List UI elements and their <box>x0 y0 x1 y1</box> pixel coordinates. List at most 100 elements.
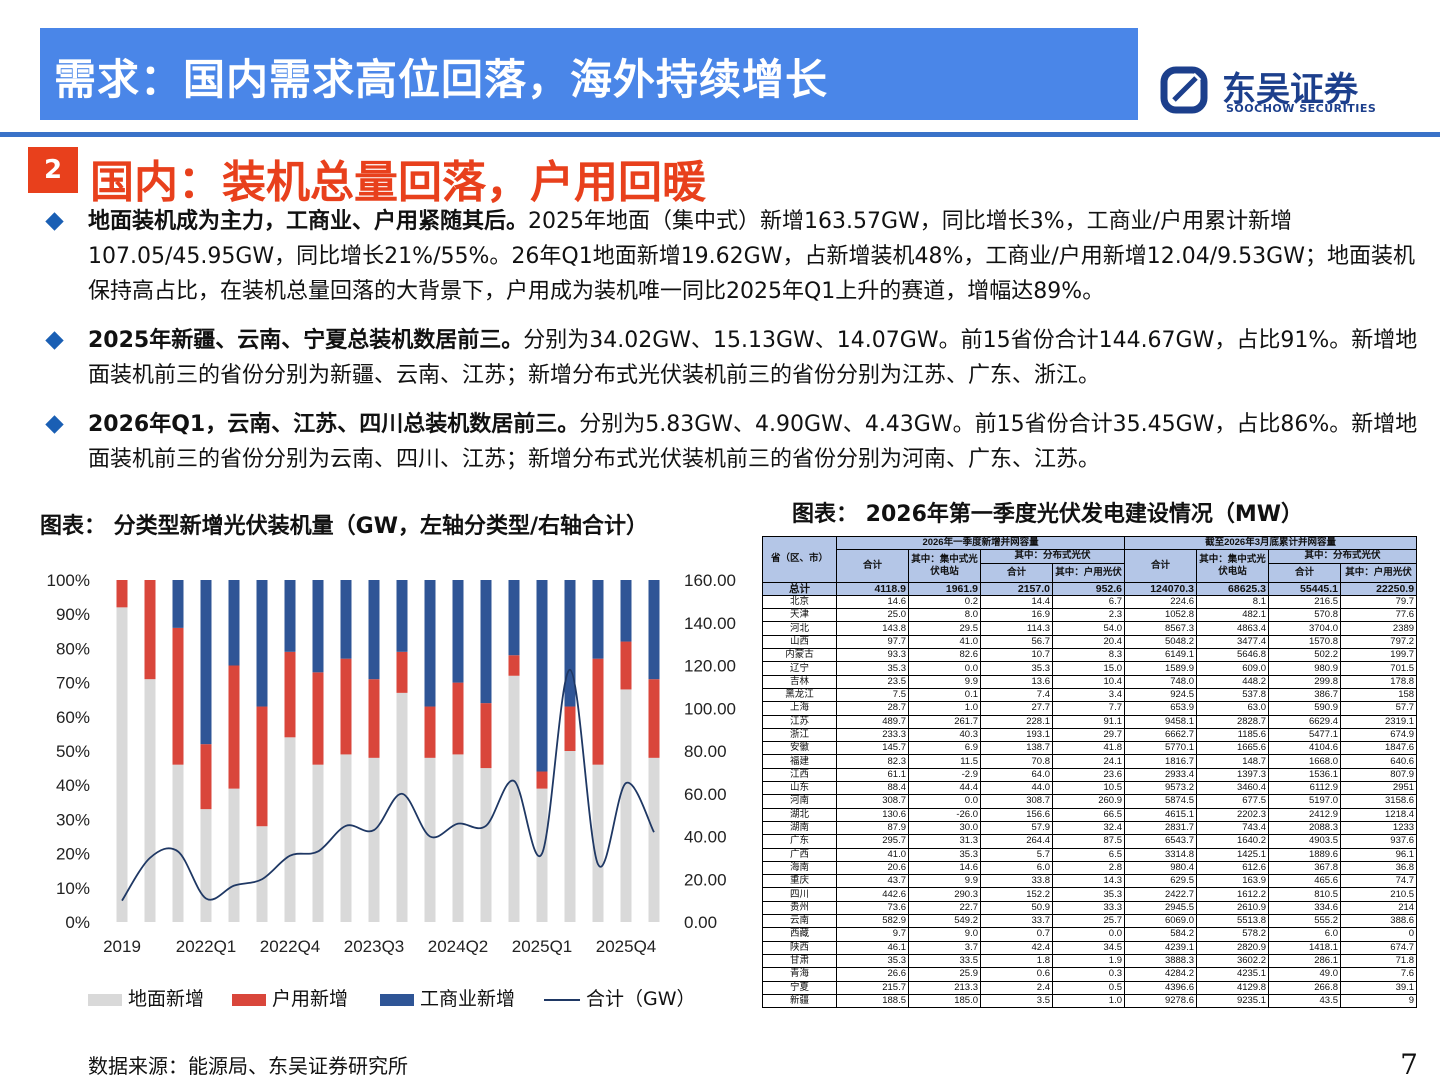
province-cell: 湖南 <box>762 820 837 836</box>
value-cell: 143.8 <box>836 621 909 636</box>
value-cell: 924.5 <box>1124 687 1198 703</box>
value-cell: 367.8 <box>1268 860 1342 876</box>
value-cell: 1425.1 <box>1196 847 1270 862</box>
value-cell: 9573.2 <box>1124 781 1198 796</box>
x-tick-label: 2024Q2 <box>428 937 489 956</box>
province-cell: 上海 <box>762 701 837 716</box>
y-tick-left: 80% <box>56 639 90 658</box>
value-cell: 91.1 <box>1051 714 1126 729</box>
value-cell: 555.2 <box>1268 914 1342 929</box>
value-cell: 29.5 <box>908 621 981 636</box>
value-cell: 22250.9 <box>1340 581 1418 596</box>
value-cell: 5048.2 <box>1124 634 1198 650</box>
table-row: 贵州 73.6 22.7 50.9 33.3 2945.5 2610.9 334.6 214 <box>762 900 1418 916</box>
value-cell: 193.1 <box>980 727 1053 743</box>
value-cell: 44.4 <box>908 781 981 796</box>
value-cell: 35.3 <box>980 661 1053 676</box>
value-cell: 2610.9 <box>1196 900 1270 916</box>
value-cell: 6543.7 <box>1124 834 1198 849</box>
value-cell: 980.9 <box>1268 661 1342 676</box>
value-cell: 549.2 <box>908 914 981 929</box>
value-cell: 34.5 <box>1051 940 1126 955</box>
value-cell: 3602.2 <box>1196 953 1270 969</box>
x-tick-label: 2022Q1 <box>176 937 237 956</box>
value-cell: 224.6 <box>1124 594 1198 610</box>
province-cell: 贵州 <box>762 900 837 916</box>
value-cell: 33.7 <box>980 914 1053 929</box>
value-cell: 130.6 <box>836 807 909 822</box>
bar-segment-ground <box>144 679 156 922</box>
value-cell: 124070.3 <box>1124 581 1198 596</box>
province-cell: 云南 <box>762 914 837 929</box>
value-cell: 43.5 <box>1268 993 1342 1009</box>
value-cell: 61.1 <box>836 767 909 783</box>
col-header: 合计 <box>1124 549 1198 583</box>
province-cell: 辽宁 <box>762 661 837 676</box>
diamond-bullet-icon <box>45 212 64 231</box>
value-cell: 1640.2 <box>1196 834 1270 849</box>
value-cell: 215.7 <box>836 980 909 995</box>
value-cell: 178.8 <box>1340 674 1418 689</box>
value-cell: 35.3 <box>836 953 909 969</box>
value-cell: 82.6 <box>908 648 981 663</box>
value-cell: 199.7 <box>1340 648 1418 663</box>
value-cell: 14.6 <box>908 860 981 876</box>
value-cell: 158 <box>1340 687 1418 703</box>
table-row: 上海 28.7 1.0 27.7 7.7 653.9 63.0 590.9 57.7 <box>762 701 1418 716</box>
value-cell: 20.4 <box>1051 634 1126 650</box>
value-cell: 73.6 <box>836 900 909 916</box>
y-tick-left: 90% <box>56 605 90 624</box>
value-cell: 23.6 <box>1051 767 1126 783</box>
bar-segment-residential <box>144 580 156 680</box>
bar-segment-residential <box>312 672 324 765</box>
value-cell: 24.1 <box>1051 754 1126 769</box>
value-cell: 7.6 <box>1340 967 1418 982</box>
value-cell: 114.3 <box>980 621 1053 636</box>
province-cell: 陕西 <box>762 940 837 955</box>
diamond-bullet-icon <box>45 415 64 434</box>
bar-segment-ground <box>396 692 408 922</box>
value-cell: 228.1 <box>980 714 1053 729</box>
value-cell: 537.8 <box>1196 687 1270 703</box>
y-tick-right: 100.00 <box>684 699 736 718</box>
bar-segment-residential <box>256 706 268 827</box>
y-tick-right: 120.00 <box>684 657 736 676</box>
value-cell: 3.4 <box>1051 687 1126 703</box>
value-cell: 40.3 <box>908 727 981 743</box>
value-cell: 3888.3 <box>1124 953 1198 969</box>
section-number: 2 <box>28 147 78 193</box>
value-cell: 25.9 <box>908 967 981 982</box>
value-cell: 145.7 <box>836 741 909 756</box>
chart-title: 图表： 分类型新增光伏装机量（GW，左轴分类型/右轴合计） <box>40 514 649 539</box>
value-cell: 35.3 <box>908 847 981 862</box>
province-cell: 湖北 <box>762 807 837 822</box>
table-row: 北京 14.6 0.2 14.4 6.7 224.6 8.1 216.5 79.7 <box>762 594 1418 610</box>
value-cell: 185.0 <box>908 993 981 1009</box>
value-cell: 188.5 <box>836 993 909 1009</box>
value-cell: 28.7 <box>836 701 909 716</box>
value-cell: 8.3 <box>1051 648 1126 663</box>
bar-segment-commercial <box>536 580 548 772</box>
bar-segment-residential <box>172 627 184 765</box>
value-cell: 810.5 <box>1268 887 1342 902</box>
value-cell: 2828.7 <box>1196 714 1270 729</box>
legend-ground: 地面新增 <box>88 984 204 1011</box>
bar-segment-ground <box>424 757 436 922</box>
value-cell: 295.7 <box>836 834 909 849</box>
value-cell: 1668.0 <box>1268 754 1342 769</box>
value-cell: 640.6 <box>1340 754 1418 769</box>
value-cell: 2422.7 <box>1124 887 1198 902</box>
bar-segment-ground <box>312 764 324 922</box>
value-cell: 10.5 <box>1051 781 1126 796</box>
table-row: 西藏 9.7 9.0 0.7 0.0 584.2 578.2 6.0 0 <box>762 927 1418 942</box>
y-tick-left: 0% <box>65 913 90 932</box>
value-cell: 35.3 <box>836 661 909 676</box>
table-row: 云南 582.9 549.2 33.7 25.7 6069.0 5513.8 555.2 388… <box>762 914 1418 929</box>
header-banner: 需求：国内需求高位回落，海外持续增长 <box>40 28 1138 120</box>
value-cell: 1218.4 <box>1340 807 1418 822</box>
value-cell: 299.8 <box>1268 674 1342 689</box>
value-cell: 6069.0 <box>1124 914 1198 929</box>
value-cell: 11.5 <box>908 754 981 769</box>
y-tick-left: 100% <box>47 571 90 590</box>
table-row: 江西 61.1 -2.9 64.0 23.6 2933.4 1397.3 1536.1 807.… <box>762 767 1418 783</box>
